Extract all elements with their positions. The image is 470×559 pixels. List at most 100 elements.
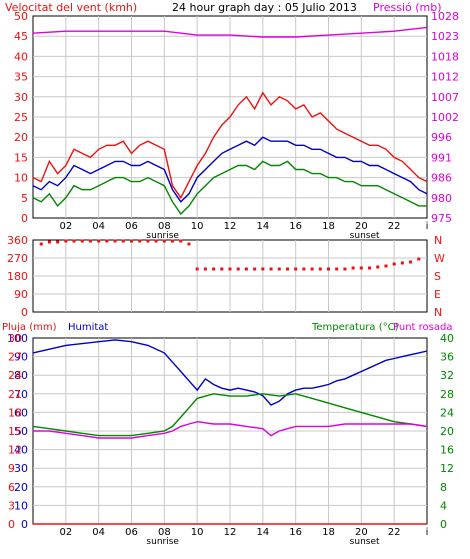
wind-direction-point [130, 239, 133, 243]
panel2-grid [33, 240, 427, 312]
sunrise-label: sunrise [146, 537, 179, 547]
right-tick-label: E [434, 288, 441, 301]
right-tick-label: 36 [440, 351, 454, 364]
panel1-grid [33, 16, 427, 218]
wind-speed-line [32, 160, 427, 216]
panel3-series [32, 339, 428, 525]
right-tick-label: 32 [440, 369, 454, 382]
wind-direction-point [220, 267, 224, 271]
wind-speed-ticks: 0 5 10 15 20 25 30 35 40 45 50 [14, 10, 28, 225]
right-tick-label: 980 [431, 192, 452, 205]
panel1-time-ticks: 02 04 06 08 10 12 14 16 18 20 22 i sunrise sunset [59, 221, 428, 241]
rain-tick-label: 9 [8, 462, 15, 475]
time-tick-label: 12 [224, 221, 237, 232]
time-tick-label: 16 [289, 527, 302, 538]
left-tick-label: 100 [7, 332, 28, 345]
time-tick-label: 08 [158, 221, 171, 232]
time-tick-label: i [426, 527, 429, 538]
temperature-line [32, 393, 428, 437]
time-tick-label: 18 [322, 221, 335, 232]
left-tick-label: 5 [21, 192, 28, 205]
wind-direction-point [400, 261, 404, 265]
left-tick-label: 90 [14, 288, 28, 301]
wind-gust-line [32, 91, 428, 200]
wind-direction-point [351, 266, 355, 270]
left-tick-label: 80 [14, 369, 28, 382]
wind-direction-point [253, 267, 257, 271]
wind-direction-point [335, 267, 339, 271]
left-tick-label: 50 [14, 425, 28, 438]
wind-direction-point [343, 267, 347, 271]
time-tick-label: 12 [224, 527, 237, 538]
time-tick-label: 20 [355, 221, 368, 232]
right-tick-label: 996 [431, 131, 452, 144]
wind-direction-point [269, 267, 273, 271]
rain-tick-label: 3 [8, 499, 15, 512]
left-tick-label: 70 [14, 388, 28, 401]
wind-direction-point [359, 266, 363, 270]
chart-title: 24 hour graph day : 05 Julio 2013 [172, 1, 357, 14]
wind-direction-point [154, 239, 158, 243]
wind-speed-axis-title: Velocitat del vent (kmh) [5, 1, 137, 14]
right-tick-label: 4 [440, 499, 447, 512]
left-tick-label: 10 [14, 172, 28, 185]
wind-direction-point [72, 239, 76, 243]
wind-direction-point [228, 267, 232, 271]
wind-direction-point [409, 260, 413, 264]
wind-direction-point [113, 239, 117, 243]
wind-average-line [32, 136, 428, 203]
wind-direction-point [162, 239, 166, 243]
wind-direction-point [56, 240, 60, 244]
time-tick-label: i [426, 221, 429, 232]
wind-direction-point [80, 239, 84, 243]
wind-direction-point [294, 267, 298, 271]
wind-direction-point [187, 242, 191, 246]
time-tick-label: 20 [355, 527, 368, 538]
left-tick-label: 40 [14, 50, 28, 63]
left-tick-label: 50 [14, 10, 28, 23]
right-tick-label: 991 [431, 151, 452, 164]
sunset-label: sunset [350, 231, 380, 241]
wind-direction-point [212, 267, 216, 271]
wind-direction-point [171, 239, 175, 243]
pressure-axis-title: Pressió (mb) [373, 1, 442, 14]
wind-direction-point [236, 267, 240, 271]
rain-tick-label: 21 [8, 388, 22, 401]
right-tick-label: 1007 [431, 91, 459, 104]
right-tick-label: 1023 [431, 30, 459, 43]
wind-direction-point [261, 267, 265, 271]
rain-tick-label: 18 [8, 406, 22, 419]
left-tick-label: 360 [7, 234, 28, 247]
right-tick-label: 20 [440, 425, 454, 438]
time-tick-label: 22 [388, 221, 401, 232]
right-tick-label: 12 [440, 462, 454, 475]
left-tick-label: 25 [14, 111, 28, 124]
pressure-ticks: 975 980 986 991 996 1002 1007 1012 1018 1023 1028 [431, 10, 459, 225]
right-tick-label: 0 [440, 518, 447, 531]
wind-direction-point [285, 267, 289, 271]
left-tick-label: 30 [14, 91, 28, 104]
wind-direction-point [39, 242, 43, 246]
right-tick-label: N [434, 306, 442, 319]
wind-direction-point [97, 239, 101, 243]
right-tick-label: 24 [440, 406, 454, 419]
wind-direction-point [121, 239, 125, 243]
right-tick-label: 1028 [431, 10, 459, 23]
wind-direction-point [88, 239, 92, 243]
pressure-line [32, 26, 428, 38]
left-tick-label: 15 [14, 151, 28, 164]
left-tick-label: 0 [21, 306, 28, 319]
time-tick-label: 06 [125, 221, 138, 232]
wind-direction-point [327, 267, 330, 271]
time-tick-label: 10 [191, 527, 204, 538]
rain-tick-label: 30 [8, 332, 22, 345]
time-tick-label: 02 [59, 527, 72, 538]
wind-direction-point [179, 239, 183, 243]
humidity-line [32, 339, 428, 406]
left-tick-label: 35 [14, 71, 28, 84]
panel2-series [39, 239, 421, 271]
left-tick-label: 0 [21, 212, 28, 225]
right-tick-label: 1012 [431, 71, 459, 84]
